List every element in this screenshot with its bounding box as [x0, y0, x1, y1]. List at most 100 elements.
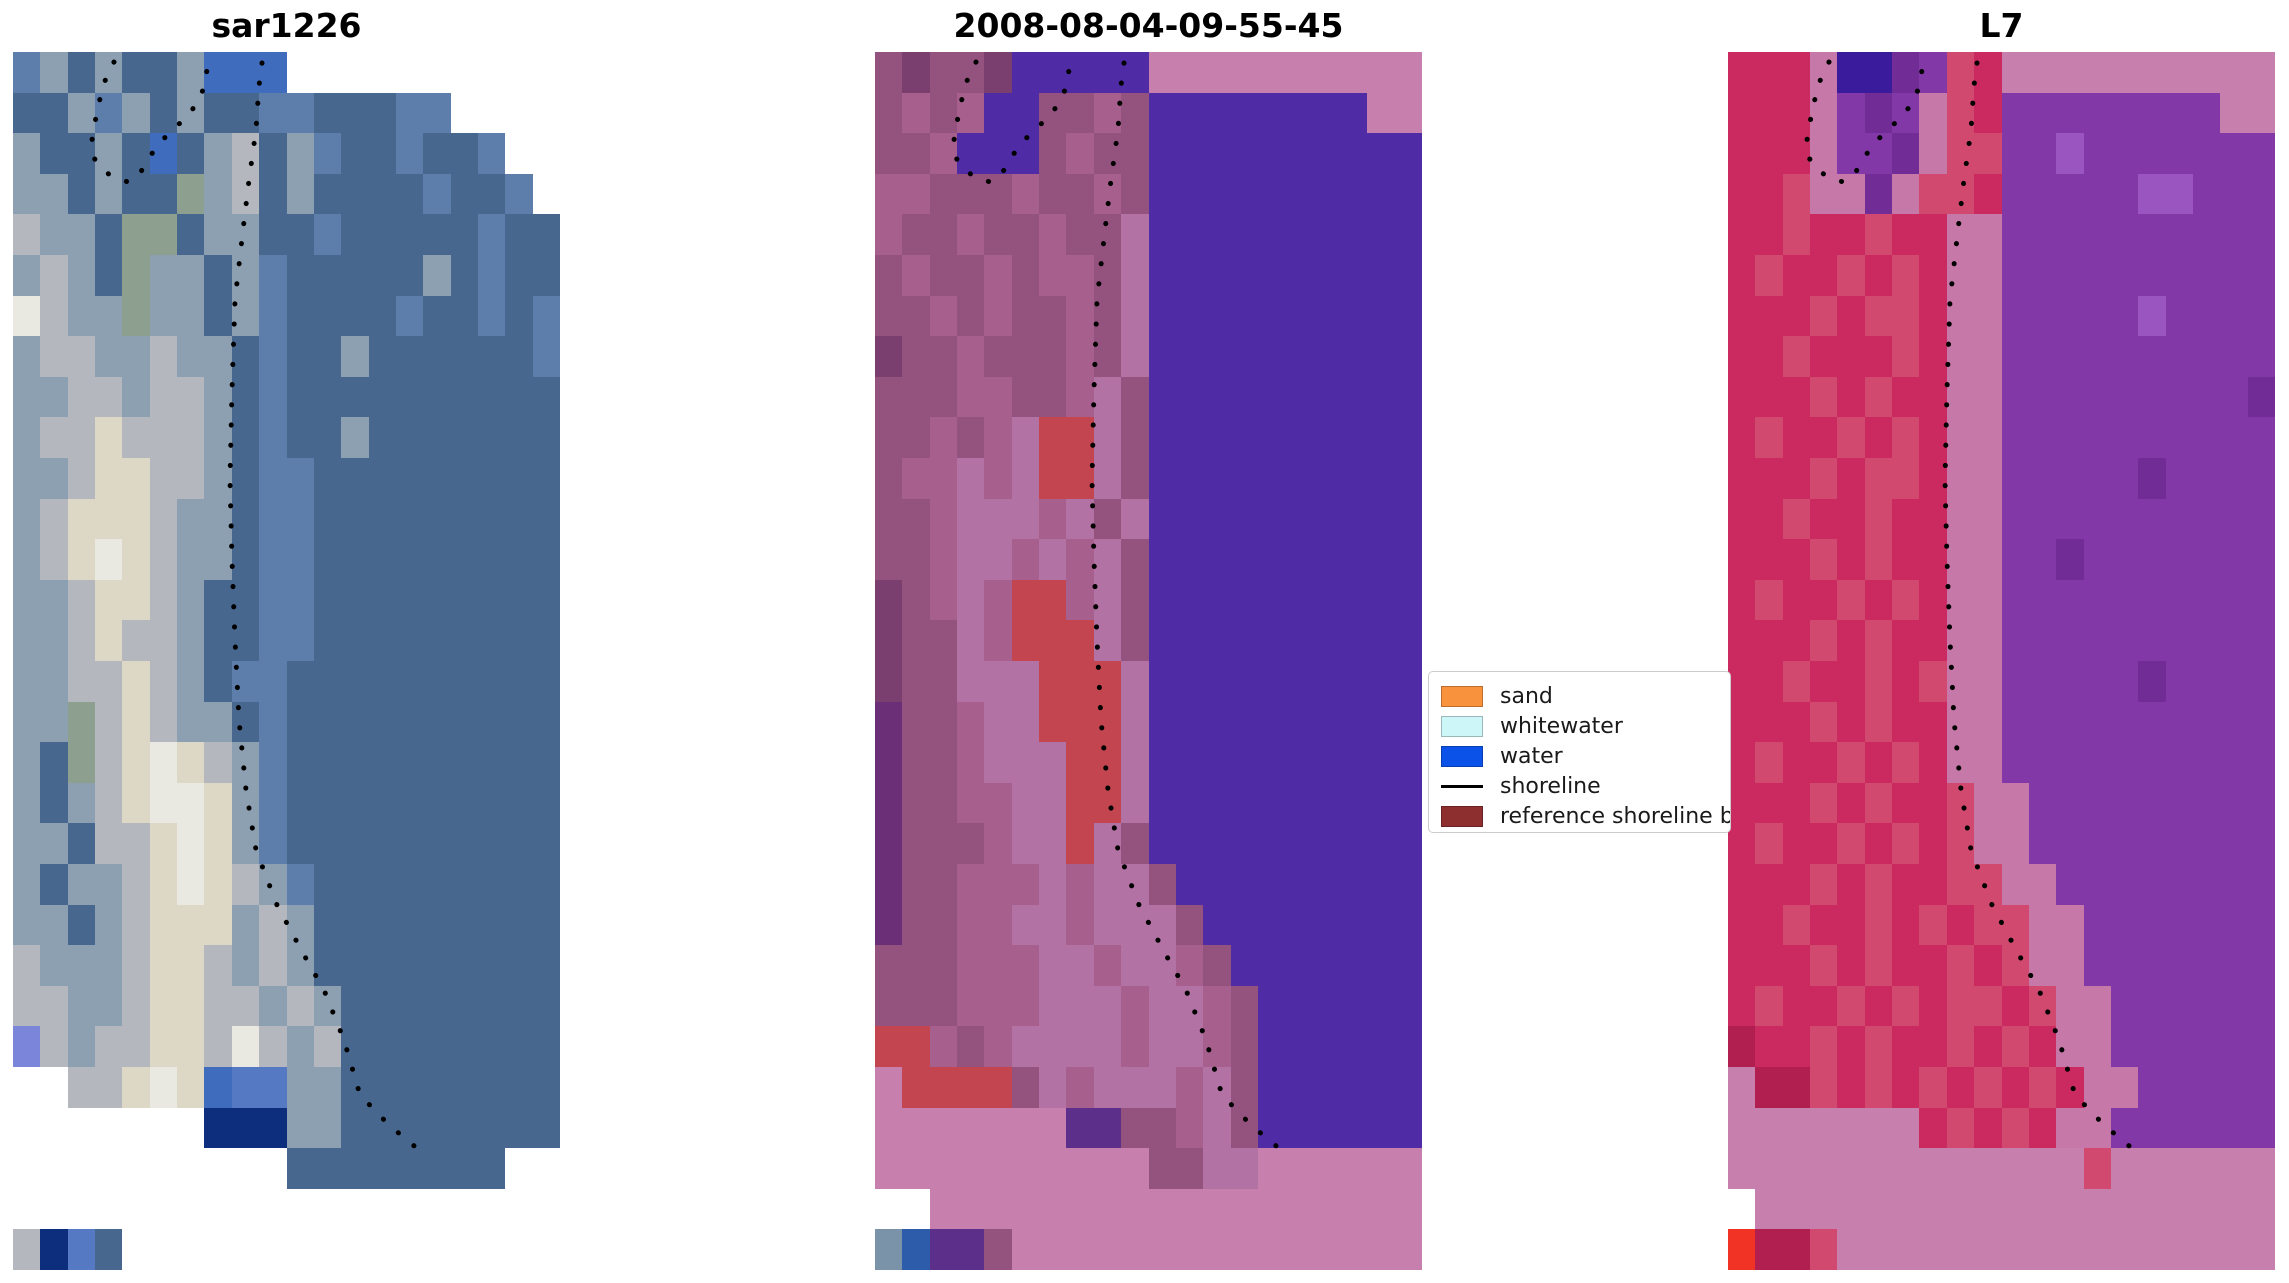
raster-cell	[1039, 1107, 1067, 1149]
raster-cell	[1837, 92, 1865, 134]
raster-cell	[423, 417, 451, 458]
raster-cell	[1367, 1188, 1395, 1230]
raster-cell	[1093, 1148, 1122, 1189]
raster-cell	[1339, 1107, 1368, 1149]
raster-cell	[1892, 1026, 1920, 1067]
raster-cell	[395, 1107, 424, 1149]
raster-cell	[122, 498, 150, 540]
raster-cell	[1755, 457, 1783, 499]
raster-cell	[204, 376, 232, 418]
raster-cell	[1837, 457, 1865, 499]
raster-cell	[368, 660, 396, 702]
raster-cell	[1919, 985, 1947, 1027]
raster-cell	[259, 336, 287, 377]
raster-cell	[1148, 1148, 1176, 1189]
raster-cell	[1394, 336, 1422, 377]
raster-cell	[204, 823, 232, 864]
raster-cell	[2220, 1148, 2248, 1189]
raster-cell	[2056, 863, 2084, 905]
raster-cell	[1175, 1066, 1204, 1108]
raster-cell	[231, 945, 260, 986]
raster-cell	[929, 539, 958, 580]
raster-cell	[13, 539, 41, 580]
raster-cell	[2110, 1026, 2139, 1067]
raster-cell	[1285, 173, 1313, 215]
raster-cell	[122, 620, 150, 661]
raster-cell	[40, 295, 68, 337]
raster-cell	[984, 376, 1012, 418]
raster-cell	[1892, 417, 1920, 458]
raster-cell	[1339, 214, 1368, 255]
raster-cell	[204, 985, 232, 1027]
raster-cell	[2083, 1066, 2111, 1108]
raster-cell	[1257, 457, 1286, 499]
raster-cell	[1782, 1026, 1811, 1067]
raster-cell	[1892, 498, 1920, 540]
raster-cell	[67, 660, 96, 702]
raster-cell	[13, 295, 41, 337]
raster-cell	[2165, 660, 2193, 702]
raster-cell	[1394, 904, 1422, 946]
raster-cell	[2165, 539, 2193, 580]
raster-cell	[1121, 539, 1149, 580]
raster-cell	[1394, 1107, 1422, 1149]
raster-cell	[1312, 701, 1340, 743]
raster-cell	[1175, 1188, 1204, 1230]
raster-cell	[1367, 92, 1395, 134]
raster-cell	[1782, 782, 1811, 824]
raster-cell	[1285, 579, 1313, 621]
raster-cell	[875, 336, 903, 377]
raster-cell	[1367, 904, 1395, 946]
raster-cell	[1175, 214, 1204, 255]
raster-cell	[1367, 214, 1395, 255]
raster-cell	[204, 539, 232, 580]
raster-cell	[1946, 823, 1975, 864]
raster-cell	[1728, 457, 1756, 499]
raster-cell	[1974, 376, 2002, 418]
raster-cell	[2220, 1107, 2248, 1149]
raster-cell	[149, 173, 178, 215]
raster-cell	[1285, 1026, 1313, 1067]
raster-cell	[1892, 904, 1920, 946]
raster-cell	[984, 417, 1012, 458]
raster-cell	[1864, 457, 1893, 499]
raster-cell	[204, 295, 232, 337]
raster-cell	[1066, 985, 1094, 1027]
raster-cell	[1312, 254, 1340, 296]
raster-cell	[1837, 742, 1865, 783]
raster-cell	[1919, 336, 1947, 377]
raster-cell	[1285, 904, 1313, 946]
raster-cell	[368, 1148, 396, 1189]
raster-cell	[2192, 52, 2221, 93]
raster-cell	[1782, 742, 1811, 783]
raster-cell	[149, 336, 178, 377]
raster-cell	[2001, 1229, 2029, 1270]
raster-cell	[1039, 742, 1067, 783]
raster-cell	[1837, 498, 1865, 540]
raster-cell	[95, 1066, 123, 1108]
raster-cell	[286, 1107, 314, 1149]
raster-cell	[1339, 457, 1368, 499]
raster-cell	[1066, 1229, 1094, 1270]
raster-cell	[1864, 173, 1893, 215]
raster-cell	[532, 985, 560, 1027]
raster-cell	[67, 782, 96, 824]
raster-cell	[40, 823, 68, 864]
raster-cell	[2001, 92, 2029, 134]
raster-cell	[341, 133, 369, 174]
raster-cell	[1810, 539, 1838, 580]
raster-cell	[2220, 1066, 2248, 1108]
raster-cell	[341, 701, 369, 743]
raster-cell	[1755, 254, 1783, 296]
raster-cell	[1755, 1188, 1783, 1230]
raster-cell	[2028, 863, 2057, 905]
raster-cell	[95, 539, 123, 580]
raster-cell	[1175, 1148, 1204, 1189]
raster-cell	[984, 863, 1012, 905]
raster-cell	[1394, 417, 1422, 458]
raster-cell	[95, 904, 123, 946]
raster-cell	[1864, 92, 1893, 134]
raster-cell	[505, 173, 533, 215]
raster-cell	[505, 620, 533, 661]
reference-shoreline-buffer-swatch-icon	[1441, 805, 1483, 827]
